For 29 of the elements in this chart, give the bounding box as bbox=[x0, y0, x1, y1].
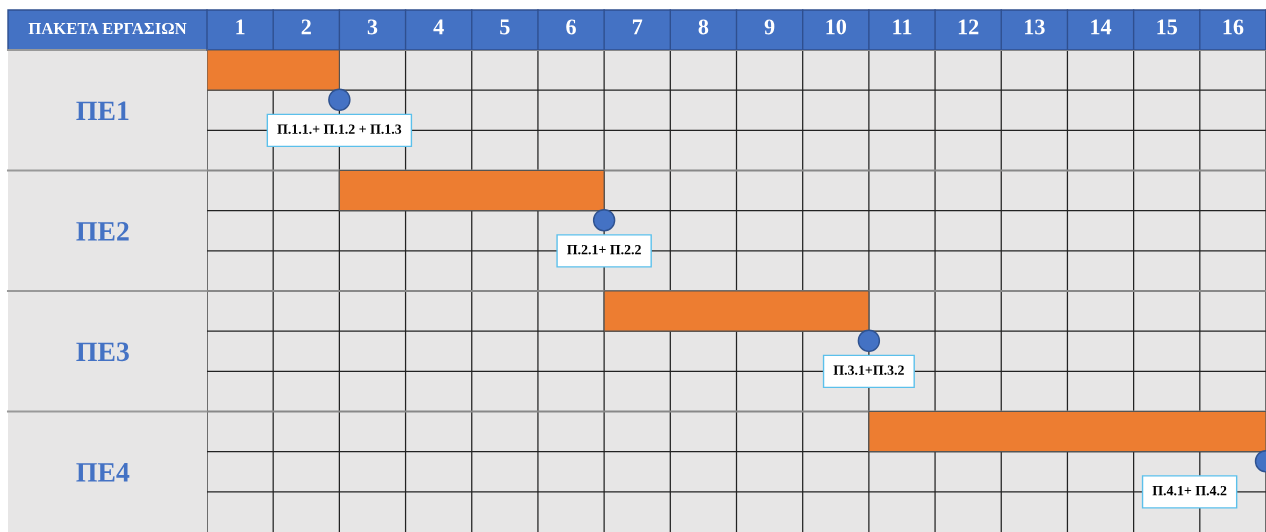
x-tick-label: 3 bbox=[367, 19, 378, 35]
annotation: Π.2.1+ Π.2.2 bbox=[567, 245, 641, 255]
x-tick-label: 8 bbox=[698, 19, 709, 35]
annotation: Π.4.1+ Π.4.2 bbox=[1152, 486, 1227, 496]
x-tick-label: 9 bbox=[764, 19, 775, 35]
annotation: Π.1.1.+ Π.1.2 + Π.1.3 bbox=[277, 124, 402, 134]
x-tick-label: 4 bbox=[433, 19, 444, 35]
x-tick-label: 5 bbox=[500, 19, 510, 35]
bar bbox=[207, 50, 340, 91]
y-axis-title: ΠΑΚΕΤΑ ΕΡΓΑΣΙΩΝ bbox=[28, 22, 187, 35]
x-tick-label: 1 bbox=[236, 19, 245, 35]
x-tick-label: 12 bbox=[958, 19, 979, 35]
x-tick-label: 15 bbox=[1157, 19, 1178, 35]
x-tick-label: 7 bbox=[632, 19, 643, 35]
annotation: Π.3.1+Π.3.2 bbox=[833, 365, 904, 375]
y-tick-label: ΠΕ2 bbox=[76, 221, 129, 241]
x-tick-label: 2 bbox=[301, 19, 311, 35]
y-tick-label: ΠΕ1 bbox=[76, 101, 129, 120]
bar bbox=[603, 290, 870, 332]
x-tick-label: 13 bbox=[1025, 19, 1045, 35]
y-tick-label: ΠΕ4 bbox=[76, 463, 130, 482]
x-tick-label: 6 bbox=[566, 19, 576, 35]
y-tick-label: ΠΕ3 bbox=[76, 342, 129, 362]
x-tick-label: 16 bbox=[1223, 19, 1244, 35]
x-tick-label: 11 bbox=[893, 19, 912, 35]
bar bbox=[338, 169, 605, 212]
bar bbox=[868, 410, 1266, 453]
x-tick-label: 10 bbox=[826, 19, 847, 35]
x-tick-label: 14 bbox=[1091, 19, 1112, 35]
